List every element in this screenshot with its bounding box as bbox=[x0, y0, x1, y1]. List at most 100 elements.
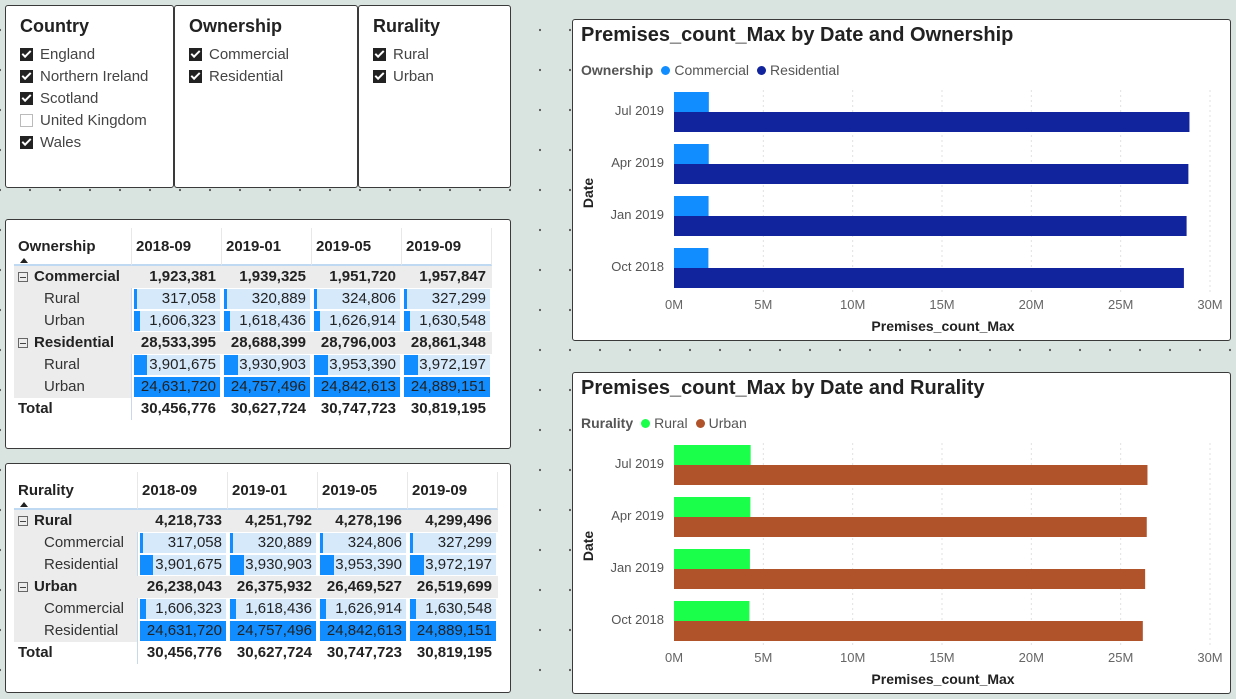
matrix-column-header[interactable]: 2018-09 bbox=[138, 472, 228, 510]
slicer-list: Rural Urban bbox=[373, 43, 434, 87]
matrix-cell: 317,058 bbox=[132, 288, 222, 310]
matrix-total-row: Total 30,456,776 30,627,724 30,747,723 30,81… bbox=[14, 642, 498, 664]
checkbox-checked-icon[interactable] bbox=[373, 47, 386, 61]
bar-residential[interactable] bbox=[674, 216, 1187, 236]
slicer-item[interactable]: Commercial bbox=[189, 43, 289, 65]
matrix-cell: 30,819,195 bbox=[408, 642, 498, 664]
bar-residential[interactable] bbox=[674, 112, 1190, 132]
checkbox-unchecked-icon[interactable] bbox=[20, 113, 33, 127]
matrix-cell: 4,299,496 bbox=[408, 510, 498, 532]
x-tick-label: 30M bbox=[1197, 650, 1222, 665]
cell-background bbox=[230, 621, 316, 641]
cell-value: 1,606,323 bbox=[155, 600, 222, 617]
collapse-icon[interactable] bbox=[18, 338, 28, 348]
data-bar bbox=[404, 289, 407, 309]
checkbox-checked-icon[interactable] bbox=[20, 135, 33, 149]
collapse-icon[interactable] bbox=[18, 272, 28, 282]
legend-item-commercial[interactable]: Commercial bbox=[661, 62, 749, 78]
legend-label: Rural bbox=[654, 415, 688, 431]
matrix-cell: 28,861,348 bbox=[402, 332, 492, 354]
matrix-column-header[interactable]: 2019-01 bbox=[228, 472, 318, 510]
bar-rural[interactable] bbox=[674, 601, 750, 621]
checkbox-checked-icon[interactable] bbox=[373, 69, 386, 83]
bar-commercial[interactable] bbox=[674, 248, 709, 268]
collapse-icon[interactable] bbox=[18, 516, 28, 526]
cell-value: 3,972,197 bbox=[419, 356, 486, 373]
matrix-total-row: Total 30,456,776 30,627,724 30,747,723 30,81… bbox=[14, 398, 492, 420]
bar-rural[interactable] bbox=[674, 497, 751, 517]
x-tick-label: 5M bbox=[754, 650, 772, 665]
cell-value: 3,953,390 bbox=[329, 356, 396, 373]
slicer-item-label: England bbox=[40, 45, 96, 63]
cell-background bbox=[134, 377, 220, 397]
row-label: Residential bbox=[34, 334, 115, 351]
bar-commercial[interactable] bbox=[674, 92, 709, 112]
matrix-row-header[interactable]: Commercial bbox=[14, 266, 132, 288]
matrix-cell: 24,842,613 bbox=[312, 376, 402, 398]
legend-title: Rurality bbox=[581, 415, 634, 431]
collapse-icon[interactable] bbox=[18, 582, 28, 592]
matrix-column-header[interactable]: 2018-09 bbox=[132, 228, 222, 266]
slicer-ownership: Ownership Commercial Residential bbox=[174, 5, 358, 188]
cell-value: 1,630,548 bbox=[419, 312, 486, 329]
slicer-item-label: Scotland bbox=[40, 89, 99, 107]
bar-rural[interactable] bbox=[674, 445, 751, 465]
legend-item-urban[interactable]: Urban bbox=[695, 415, 747, 431]
cell-value: 30,747,723 bbox=[320, 400, 396, 417]
matrix-header-row: Rurality 2018-09 2019-01 2019-05 2019-09 bbox=[14, 472, 498, 510]
bar-commercial[interactable] bbox=[674, 196, 709, 216]
matrix-cell: 26,375,932 bbox=[228, 576, 318, 598]
data-bar bbox=[230, 555, 244, 575]
slicer-item[interactable]: Scotland bbox=[20, 87, 148, 109]
matrix-corner-header[interactable]: Rurality bbox=[14, 472, 138, 510]
cell-background bbox=[314, 355, 400, 375]
slicer-item[interactable]: Rural bbox=[373, 43, 434, 65]
legend-item-residential[interactable]: Residential bbox=[757, 62, 839, 78]
slicer-item[interactable]: Residential bbox=[189, 65, 289, 87]
data-bar bbox=[320, 555, 334, 575]
matrix-column-header[interactable]: 2019-05 bbox=[312, 228, 402, 266]
data-bar bbox=[314, 355, 328, 375]
checkbox-checked-icon[interactable] bbox=[189, 69, 202, 83]
checkbox-checked-icon[interactable] bbox=[189, 47, 202, 61]
bar-urban[interactable] bbox=[674, 621, 1143, 641]
bar-urban[interactable] bbox=[674, 465, 1148, 485]
slicer-item[interactable]: England bbox=[20, 43, 148, 65]
legend-dot-icon bbox=[695, 418, 705, 428]
matrix-corner-header[interactable]: Ownership bbox=[14, 228, 132, 266]
matrix-row: Commercial 1,923,381 1,939,325 1,951,720 1,9… bbox=[14, 266, 492, 288]
legend-item-rural[interactable]: Rural bbox=[641, 415, 688, 431]
checkbox-checked-icon[interactable] bbox=[20, 47, 33, 61]
x-tick-label: 0M bbox=[665, 297, 683, 312]
matrix-column-header[interactable]: 2019-09 bbox=[408, 472, 498, 510]
matrix-column-header[interactable]: 2019-05 bbox=[318, 472, 408, 510]
bar-residential[interactable] bbox=[674, 164, 1189, 184]
bar-urban[interactable] bbox=[674, 517, 1147, 537]
matrix-row-header[interactable]: Rural bbox=[14, 510, 138, 532]
slicer-item[interactable]: Wales bbox=[20, 131, 148, 153]
slicer-item[interactable]: Northern Ireland bbox=[20, 65, 148, 87]
matrix-column-header[interactable]: 2019-01 bbox=[222, 228, 312, 266]
checkbox-checked-icon[interactable] bbox=[20, 69, 33, 83]
bar-residential[interactable] bbox=[674, 268, 1184, 288]
matrix-row-header[interactable]: Urban bbox=[14, 576, 138, 598]
cell-background bbox=[140, 555, 226, 575]
matrix-row: Commercial 317,058 320,889 324,806 327,299 bbox=[14, 532, 498, 554]
matrix-cell: 30,456,776 bbox=[132, 398, 222, 420]
matrix-cell: 317,058 bbox=[138, 532, 228, 554]
bar-urban[interactable] bbox=[674, 569, 1146, 589]
cell-background bbox=[320, 555, 406, 575]
cell-background bbox=[404, 311, 490, 331]
data-bar bbox=[230, 599, 236, 619]
bar-commercial[interactable] bbox=[674, 144, 709, 164]
checkbox-checked-icon[interactable] bbox=[20, 91, 33, 105]
slicer-item[interactable]: Urban bbox=[373, 65, 434, 87]
matrix-row-header: Total bbox=[14, 642, 138, 664]
sort-ascending-icon[interactable] bbox=[20, 258, 28, 263]
x-tick-label: 10M bbox=[840, 650, 865, 665]
sort-ascending-icon[interactable] bbox=[20, 502, 28, 507]
matrix-column-header[interactable]: 2019-09 bbox=[402, 228, 492, 266]
slicer-item[interactable]: United Kingdom bbox=[20, 109, 148, 131]
matrix-row-header[interactable]: Residential bbox=[14, 332, 132, 354]
bar-rural[interactable] bbox=[674, 549, 750, 569]
